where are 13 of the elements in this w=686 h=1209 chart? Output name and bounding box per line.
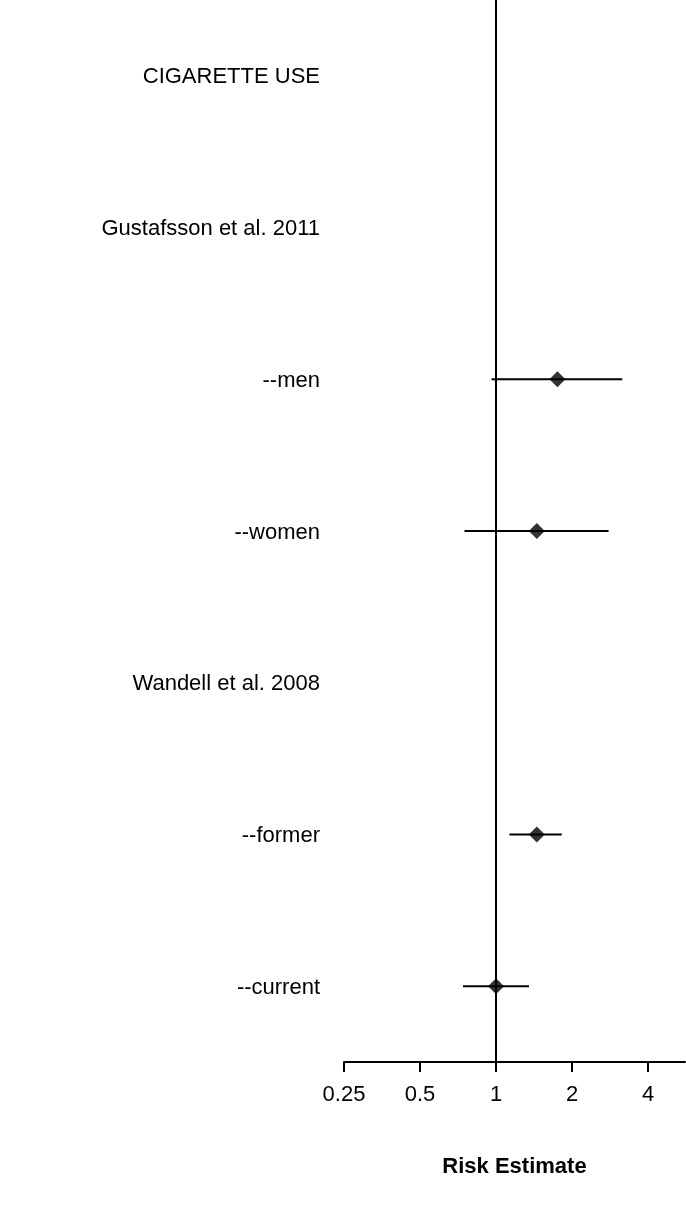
y-tick-label: --former <box>241 821 320 847</box>
x-tick-label: 2 <box>565 1080 579 1106</box>
x-tick-label: 4 <box>641 1080 655 1106</box>
x-tick-label: 0.5 <box>404 1080 436 1106</box>
y-tick-label: CIGARETTE USE <box>142 63 320 89</box>
x-axis-title: Risk Estimate <box>442 1152 587 1178</box>
y-tick-label: --women <box>234 518 320 544</box>
x-tick-label: 0.25 <box>322 1080 366 1106</box>
y-tick-label: --current <box>236 973 320 999</box>
x-tick-label: 1 <box>489 1080 503 1106</box>
y-tick-label: Gustafsson et al. 2011 <box>101 215 320 241</box>
y-tick-label: Wandell et al. 2008 <box>132 670 320 696</box>
y-tick-label: --men <box>262 366 320 392</box>
